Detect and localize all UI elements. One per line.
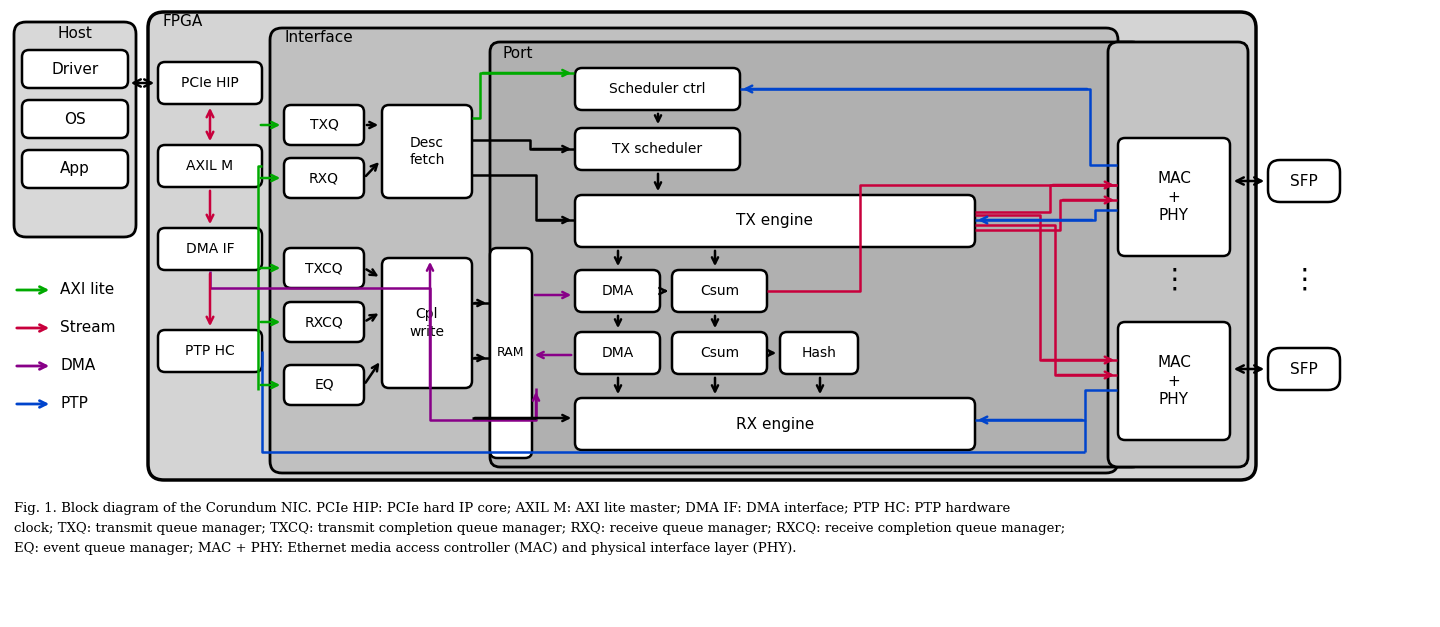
FancyBboxPatch shape <box>780 332 858 374</box>
Text: AXIL M: AXIL M <box>186 159 233 173</box>
Text: Csum: Csum <box>700 346 739 360</box>
FancyBboxPatch shape <box>575 68 740 110</box>
FancyBboxPatch shape <box>575 195 975 247</box>
FancyBboxPatch shape <box>284 248 364 288</box>
Text: Host: Host <box>58 26 92 41</box>
Text: TXCQ: TXCQ <box>305 261 343 275</box>
Text: DMA IF: DMA IF <box>186 242 235 256</box>
Text: DMA: DMA <box>60 359 95 374</box>
FancyBboxPatch shape <box>284 302 364 342</box>
Text: Hash: Hash <box>802 346 837 360</box>
FancyBboxPatch shape <box>1117 138 1230 256</box>
FancyBboxPatch shape <box>672 270 768 312</box>
Text: Fig. 1. Block diagram of the Corundum NIC. PCIe HIP: PCIe hard IP core; AXIL M: : Fig. 1. Block diagram of the Corundum NI… <box>14 502 1011 515</box>
FancyBboxPatch shape <box>575 270 660 312</box>
Text: ⋮: ⋮ <box>1161 266 1188 294</box>
Text: Scheduler ctrl: Scheduler ctrl <box>609 82 706 96</box>
FancyBboxPatch shape <box>575 398 975 450</box>
Text: Stream: Stream <box>60 320 115 335</box>
FancyBboxPatch shape <box>1269 160 1341 202</box>
FancyBboxPatch shape <box>490 248 531 458</box>
FancyBboxPatch shape <box>575 128 740 170</box>
Text: EQ: event queue manager; MAC + PHY: Ethernet media access controller (MAC) and p: EQ: event queue manager; MAC + PHY: Ethe… <box>14 542 796 555</box>
FancyBboxPatch shape <box>158 330 262 372</box>
FancyBboxPatch shape <box>148 12 1256 480</box>
FancyBboxPatch shape <box>672 332 768 374</box>
FancyBboxPatch shape <box>158 145 262 187</box>
Text: SFP: SFP <box>1290 362 1318 376</box>
Text: Csum: Csum <box>700 284 739 298</box>
Text: Driver: Driver <box>52 61 98 76</box>
FancyBboxPatch shape <box>1269 348 1341 390</box>
FancyBboxPatch shape <box>490 42 1142 467</box>
Text: Cpl
write: Cpl write <box>409 307 445 339</box>
Text: DMA: DMA <box>602 284 634 298</box>
FancyBboxPatch shape <box>22 50 128 88</box>
Text: clock; TXQ: transmit queue manager; TXCQ: transmit completion queue manager; RXQ: clock; TXQ: transmit queue manager; TXCQ… <box>14 522 1066 535</box>
Text: ⋮: ⋮ <box>1290 266 1318 294</box>
Text: RX engine: RX engine <box>736 416 814 431</box>
FancyBboxPatch shape <box>284 158 364 198</box>
FancyBboxPatch shape <box>158 228 262 270</box>
FancyBboxPatch shape <box>271 28 1117 473</box>
Text: FPGA: FPGA <box>163 14 203 29</box>
Text: OS: OS <box>65 112 86 127</box>
Text: RXQ: RXQ <box>310 171 338 185</box>
Text: PTP HC: PTP HC <box>186 344 235 358</box>
Text: TX engine: TX engine <box>736 214 814 228</box>
Text: SFP: SFP <box>1290 174 1318 189</box>
Text: TX scheduler: TX scheduler <box>612 142 703 156</box>
Text: DMA: DMA <box>602 346 634 360</box>
FancyBboxPatch shape <box>1107 42 1248 467</box>
Text: AXI lite: AXI lite <box>60 283 114 297</box>
FancyBboxPatch shape <box>1117 322 1230 440</box>
Text: MAC
+
PHY: MAC + PHY <box>1158 171 1191 223</box>
Text: App: App <box>60 162 89 176</box>
FancyBboxPatch shape <box>158 62 262 104</box>
FancyBboxPatch shape <box>382 258 472 388</box>
Text: Desc
fetch: Desc fetch <box>409 136 445 167</box>
Text: RAM: RAM <box>497 347 524 359</box>
FancyBboxPatch shape <box>284 105 364 145</box>
FancyBboxPatch shape <box>575 332 660 374</box>
FancyBboxPatch shape <box>22 150 128 188</box>
Text: EQ: EQ <box>314 378 334 392</box>
FancyBboxPatch shape <box>284 365 364 405</box>
Text: TXQ: TXQ <box>310 118 338 132</box>
Text: RXCQ: RXCQ <box>305 315 343 329</box>
Text: PCIe HIP: PCIe HIP <box>181 76 239 90</box>
Text: PTP: PTP <box>60 396 88 411</box>
Text: MAC
+
PHY: MAC + PHY <box>1158 355 1191 407</box>
FancyBboxPatch shape <box>382 105 472 198</box>
FancyBboxPatch shape <box>22 100 128 138</box>
FancyBboxPatch shape <box>14 22 135 237</box>
Text: Interface: Interface <box>284 30 353 45</box>
Text: Port: Port <box>503 46 533 61</box>
